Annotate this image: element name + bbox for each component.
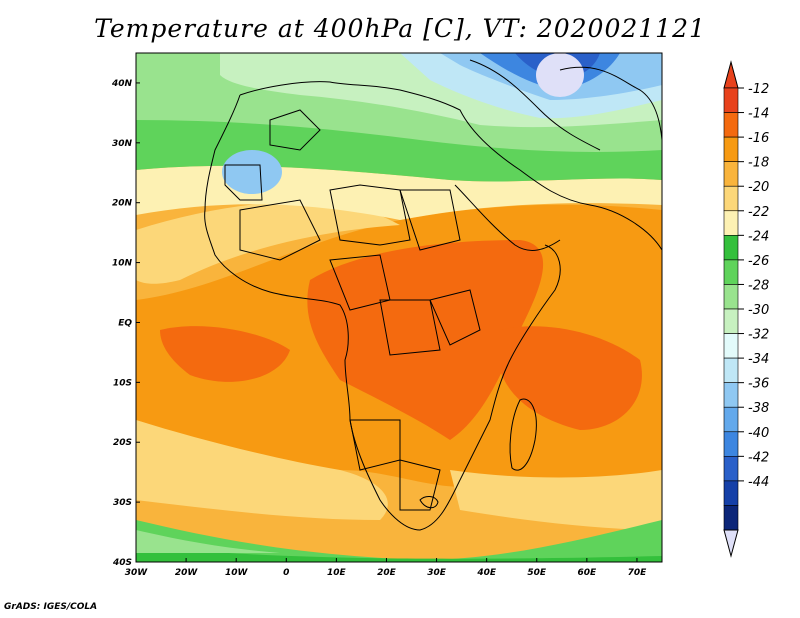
colorbar-segment: [723, 284, 739, 310]
lat-tick-label: 10N: [112, 259, 133, 269]
colorbar-segment: [723, 185, 739, 212]
colorbar-segment: [723, 382, 739, 408]
colorbar-label: -36: [748, 377, 769, 392]
colorbar-label: -16: [748, 131, 769, 146]
colorbar-label: -28: [748, 278, 769, 293]
colorbar-label: -20: [748, 180, 769, 195]
colorbar-segment: [723, 431, 739, 457]
lat-tick-label: 40N: [111, 79, 133, 89]
lon-tick-label: 60E: [578, 568, 598, 578]
temperature-field: [136, 53, 662, 562]
coastlines: [204, 59, 662, 531]
colorbar-label: -38: [748, 401, 769, 416]
colorbar-label: -40: [748, 426, 769, 441]
lon-tick-label: 30W: [125, 568, 149, 578]
lat-tick-label: EQ: [118, 318, 132, 328]
colorbar-bottom-arrow: [723, 529, 739, 558]
colorbar-label: -14: [748, 107, 769, 122]
lon-tick-label: 70E: [628, 568, 648, 578]
colorbar-label: -26: [748, 254, 769, 269]
plot-frame: [135, 52, 663, 563]
colorbar-segment: [723, 259, 739, 285]
colorbar-segment: [723, 87, 739, 113]
colorbar-segment: [723, 480, 739, 506]
lon-tick-label: 0: [283, 568, 289, 578]
colorbar-segment: [723, 136, 739, 162]
lat-tick-label: 20N: [112, 199, 133, 209]
colorbar-label: -42: [748, 450, 769, 465]
colorbar-segment: [723, 456, 739, 482]
colorbar-segment: [723, 505, 739, 531]
colorbar-segment: [723, 210, 739, 236]
lat-tick-label: 20S: [113, 438, 132, 448]
colorbar-top-arrow: [723, 60, 739, 89]
lon-tick-label: 40E: [476, 568, 497, 578]
colorbar-label: -44: [748, 475, 769, 490]
lon-tick-label: 50E: [527, 568, 547, 578]
map-title: Temperature at 400hPa [C], VT: 202002112…: [94, 14, 706, 43]
footer-credit: GrADS: IGES/COLA: [4, 602, 98, 612]
lon-tick-label: 20W: [175, 568, 199, 578]
lon-tick-label: 10E: [327, 568, 347, 578]
lat-tick-label: 30S: [113, 498, 132, 508]
colorbar-label: -32: [748, 328, 769, 343]
lat-tick-label: 40S: [112, 558, 132, 568]
lon-tick-label: 20E: [377, 568, 397, 578]
colorbar-label: -12: [748, 82, 769, 97]
colorbar-label: -30: [748, 303, 769, 318]
colorbar-segment: [723, 357, 739, 383]
colorbar-segment: [723, 406, 739, 433]
lon-tick-label: 10W: [225, 568, 249, 578]
lat-tick-label: 10S: [113, 378, 132, 388]
colorbar-segment: [723, 161, 739, 187]
colorbar-segment: [723, 308, 739, 334]
colorbar-label: -22: [748, 205, 769, 220]
colorbar-segment: [723, 112, 739, 138]
colorbar-label: -24: [748, 229, 769, 244]
colorbar-segment: [723, 235, 739, 261]
colorbar-label: -34: [748, 352, 769, 367]
axis-ticks: 30W 20W 10W 0 10E 20E 30E 40E 50E 60E 70E 40S 30S 20S…: [111, 79, 647, 578]
colorbar: -12 -14 -16 -18 -20 -22 -24 -26 -28 -30 -32 -34 -36 -…: [723, 60, 769, 558]
lon-tick-label: 30E: [427, 568, 447, 578]
colorbar-label: -18: [748, 156, 769, 171]
colorbar-segment: [723, 333, 739, 359]
lat-tick-label: 30N: [112, 139, 133, 149]
